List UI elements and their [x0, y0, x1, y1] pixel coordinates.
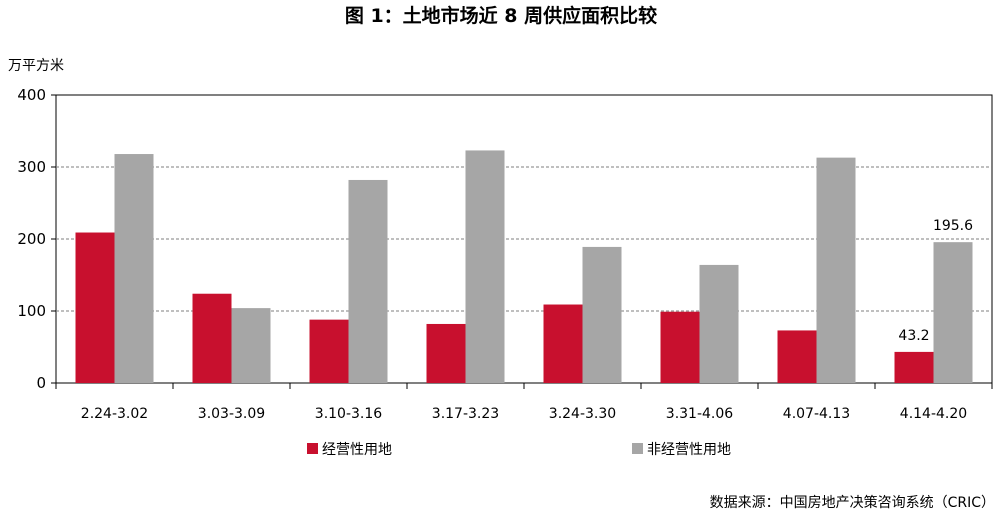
legend: 经营性用地 非经营性用地: [307, 442, 731, 458]
bar: [114, 154, 154, 383]
y-tick-label: 0: [36, 374, 46, 392]
x-tick-label: 2.24-3.02: [81, 406, 148, 422]
x-tick-label: 4.14-4.20: [900, 406, 967, 422]
data-label: 195.6: [933, 218, 973, 234]
y-tick-label: 200: [17, 230, 46, 248]
bar: [231, 308, 271, 383]
bar: [816, 157, 856, 383]
bar: [777, 330, 817, 383]
x-tick-label: 3.03-3.09: [198, 406, 265, 422]
x-tick-label: 3.31-4.06: [666, 406, 733, 422]
bar: [933, 242, 973, 383]
bar: [894, 351, 934, 383]
data-label: 43.2: [898, 328, 929, 344]
bar: [192, 293, 232, 383]
legend-swatch: [307, 443, 318, 454]
bar: [699, 264, 739, 383]
bar: [582, 246, 622, 383]
x-tick-label: 4.07-4.13: [783, 406, 850, 422]
chart-title: 图 1：土地市场近 8 周供应面积比较: [345, 4, 657, 27]
x-tick-label: 3.10-3.16: [315, 406, 382, 422]
source-note: 数据来源：中国房地产决策咨询系统（CRIC）: [710, 494, 995, 511]
y-tick-label: 100: [17, 302, 46, 320]
legend-label: 经营性用地: [322, 442, 392, 458]
y-tick-label: 300: [17, 158, 46, 176]
plot-area: 0 100 200 300 400 2.24-3.02 3.03-3.09 3.10-3.16…: [17, 86, 993, 422]
bar: [75, 232, 115, 383]
legend-label: 非经营性用地: [647, 442, 731, 458]
bar: [426, 323, 466, 383]
x-tick-label: 3.17-3.23: [432, 406, 499, 422]
y-tick-label: 400: [17, 86, 46, 104]
legend-swatch: [632, 443, 643, 454]
y-axis-unit: 万平方米: [8, 58, 64, 74]
x-tick-label: 3.24-3.30: [549, 406, 616, 422]
bar: [309, 319, 349, 383]
bar: [348, 179, 388, 383]
bar: [543, 304, 583, 383]
bar: [465, 150, 505, 383]
bar: [660, 311, 700, 383]
